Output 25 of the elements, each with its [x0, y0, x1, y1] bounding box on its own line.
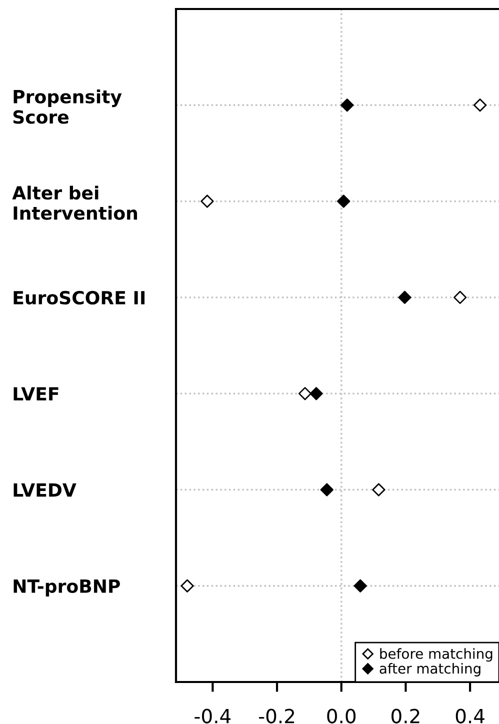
y-tick-label: NT-proBNP	[14, 580, 120, 596]
point	[298, 386, 312, 400]
legend-label: after matching	[380, 663, 480, 676]
point	[340, 98, 354, 112]
y-tick-label: LVEF	[14, 387, 58, 400]
y-tick-label: Alter bei Intervention	[12, 186, 137, 220]
x-tick-label: -0.2	[259, 708, 294, 724]
point	[398, 290, 412, 304]
point	[372, 483, 386, 496]
y-tick-label: LVEDV	[14, 483, 76, 497]
point	[320, 483, 334, 496]
point	[310, 386, 323, 400]
y-tick-label: Propensity Score	[13, 89, 122, 124]
x-tick-label: 0.2	[392, 708, 420, 724]
x-tick-label: 0.0	[327, 708, 356, 724]
point	[337, 194, 350, 208]
point	[473, 98, 487, 112]
point	[180, 579, 194, 592]
point	[453, 290, 467, 304]
legend-label: before matching	[380, 648, 492, 662]
x-tick-label: 0.4	[456, 708, 484, 724]
x-tick-label: -0.4	[194, 708, 231, 724]
point	[354, 579, 367, 592]
point	[200, 194, 214, 208]
y-tick-label: EuroSCORE II	[14, 290, 145, 305]
